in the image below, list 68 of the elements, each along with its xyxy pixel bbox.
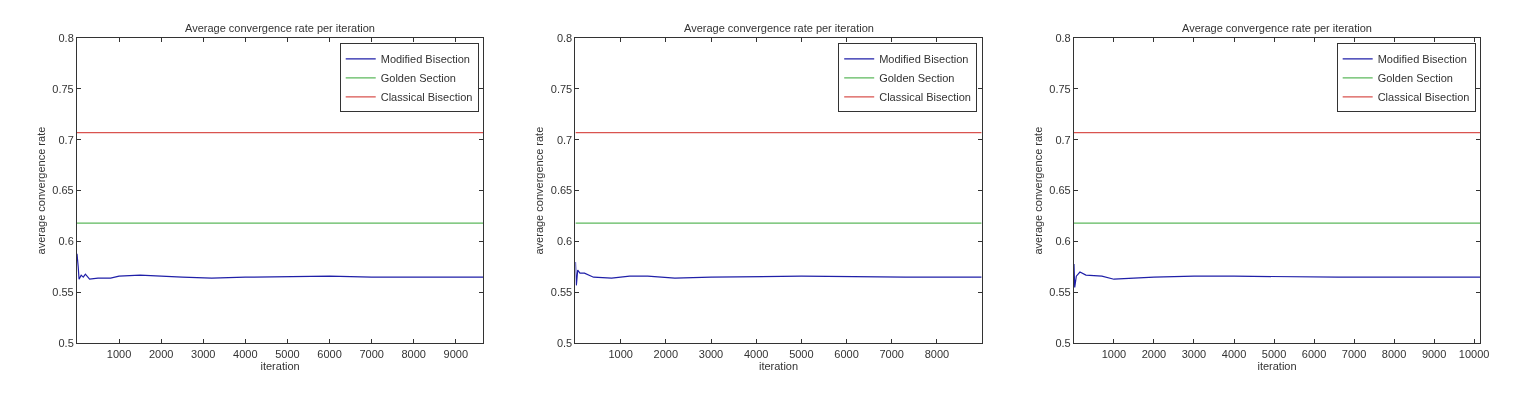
y-axis-title: average convergence rate xyxy=(1031,126,1044,255)
legend-label: Golden Section xyxy=(1377,72,1453,85)
x-tick-label: 2000 xyxy=(653,347,679,360)
legend-label: Modified Bisection xyxy=(1377,53,1467,66)
x-tick-label: 4000 xyxy=(743,347,769,360)
chart-title: Average convergence rate per iteration xyxy=(684,22,874,34)
legend-label: Modified Bisection xyxy=(380,53,470,66)
x-tick-label: 10000 xyxy=(1458,347,1490,360)
x-tick-label: 1000 xyxy=(106,347,132,360)
x-tick-label: 5000 xyxy=(275,347,300,360)
line-series xyxy=(76,253,484,280)
y-tick-label: 0.55 xyxy=(52,286,74,299)
x-tick-label: 2000 xyxy=(148,347,174,360)
x-axis-title: iteration xyxy=(758,359,799,372)
x-tick-label: 1000 xyxy=(1101,347,1127,360)
x-tick-label: 1000 xyxy=(608,347,633,360)
x-tick-label: 4000 xyxy=(1221,347,1247,360)
x-tick-label: 7000 xyxy=(1341,347,1367,360)
x-tick-label: 2000 xyxy=(1141,347,1167,360)
chart-title: Average convergence rate per iteration xyxy=(1182,22,1372,34)
legend-label: Modified Bisection xyxy=(879,53,969,66)
y-tick-label: 0.55 xyxy=(550,286,573,299)
x-tick-label: 8000 xyxy=(924,347,950,360)
y-tick-label: 0.5 xyxy=(1055,337,1071,350)
y-tick-label: 0.6 xyxy=(58,235,74,248)
x-tick-label: 3000 xyxy=(698,347,724,360)
x-tick-label: 3000 xyxy=(191,347,216,360)
legend-label: Classical Bisection xyxy=(879,91,971,104)
y-tick-label: 0.65 xyxy=(1049,184,1071,197)
x-tick-label: 6000 xyxy=(1301,347,1327,360)
legend-label: Classical Bisection xyxy=(1377,91,1470,104)
x-tick-label: 5000 xyxy=(1261,347,1287,360)
y-tick-label: 0.65 xyxy=(52,184,74,197)
y-tick-label: 0.6 xyxy=(556,235,573,248)
y-tick-label: 0.65 xyxy=(550,184,573,197)
x-tick-label: 7000 xyxy=(879,347,904,360)
y-tick-label: 0.5 xyxy=(58,337,74,350)
x-tick-label: 3000 xyxy=(1181,347,1207,360)
y-axis-title: average convergence rate xyxy=(34,126,47,255)
x-tick-label: 5000 xyxy=(789,347,814,360)
x-tick-label: 9000 xyxy=(1421,347,1447,360)
y-tick-label: 0.7 xyxy=(556,133,573,146)
x-tick-label: 6000 xyxy=(317,347,342,360)
chart-title: Average convergence rate per iteration xyxy=(185,22,375,34)
x-tick-label: 8000 xyxy=(1381,347,1407,360)
y-tick-label: 0.75 xyxy=(1049,82,1071,95)
y-tick-label: 0.8 xyxy=(556,31,573,44)
y-tick-label: 0.6 xyxy=(1055,235,1071,248)
y-tick-label: 0.5 xyxy=(556,337,573,350)
legend-label: Classical Bisection xyxy=(380,91,473,104)
legend-label: Golden Section xyxy=(380,72,456,85)
y-tick-label: 0.75 xyxy=(52,82,74,95)
y-tick-label: 0.55 xyxy=(1049,286,1071,299)
y-axis-title: average convergence rate xyxy=(533,126,546,255)
y-tick-label: 0.7 xyxy=(1055,133,1071,146)
line-series xyxy=(1073,263,1481,288)
y-tick-label: 0.75 xyxy=(550,82,573,95)
x-tick-label: 8000 xyxy=(401,347,426,360)
x-tick-label: 7000 xyxy=(359,347,384,360)
x-tick-label: 4000 xyxy=(233,347,258,360)
x-tick-label: 6000 xyxy=(834,347,859,360)
x-axis-title: iteration xyxy=(260,359,300,372)
y-tick-label: 0.8 xyxy=(58,31,74,44)
legend-label: Golden Section xyxy=(879,72,955,85)
x-tick-label: 9000 xyxy=(443,347,469,360)
y-tick-label: 0.8 xyxy=(1055,31,1071,44)
x-axis-title: iteration xyxy=(1257,359,1297,372)
y-tick-label: 0.7 xyxy=(58,133,74,146)
